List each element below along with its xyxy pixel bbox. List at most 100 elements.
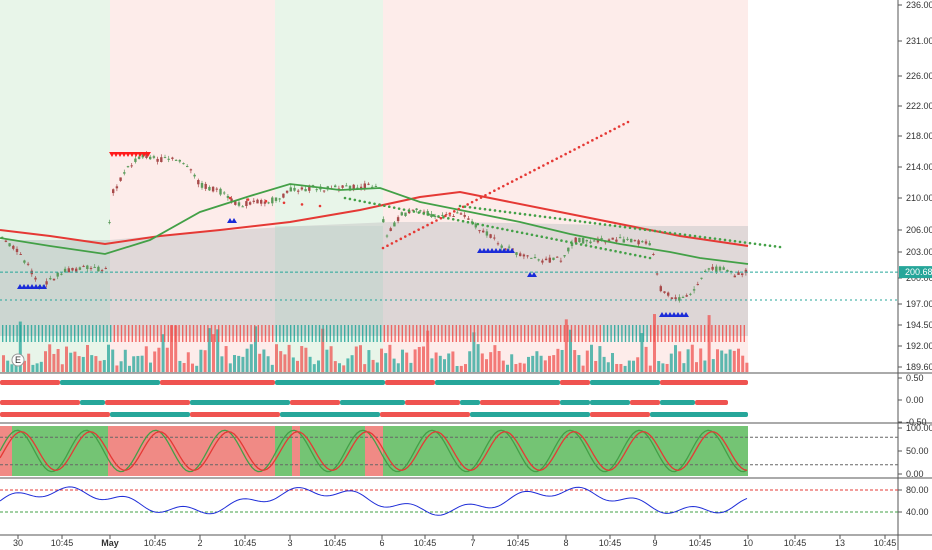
signal-tick	[700, 325, 702, 342]
volume-bar	[270, 364, 274, 372]
candles	[1, 151, 748, 303]
volume-bar	[10, 364, 14, 372]
candle-body	[478, 230, 481, 232]
projection-dot	[383, 204, 386, 208]
projection-dot	[658, 230, 662, 233]
candle-body	[71, 267, 74, 271]
candle-body	[500, 245, 503, 248]
candle-body	[704, 270, 707, 272]
buy-arrow	[663, 312, 669, 317]
candle-body	[167, 158, 170, 160]
volume-bar	[325, 349, 329, 372]
volume-bar	[417, 346, 421, 372]
signal-tick	[12, 325, 15, 342]
signal-tick	[246, 325, 249, 342]
signal-tick	[686, 325, 688, 342]
projection-dot	[427, 213, 430, 216]
signal-tick	[675, 325, 677, 342]
projection-dot	[698, 235, 702, 239]
candle-body	[633, 240, 637, 242]
candle-body	[733, 275, 736, 278]
signal-tick	[117, 325, 119, 342]
candle-body	[60, 273, 63, 275]
volume-bar	[745, 362, 749, 372]
signal-tick	[678, 325, 681, 342]
projection-dot	[535, 234, 539, 238]
candle-body	[282, 193, 285, 198]
signal-tick	[102, 325, 105, 342]
signal-tick	[315, 325, 317, 342]
candle-body	[186, 166, 189, 168]
projection-dot	[619, 250, 622, 254]
volume-bar	[107, 344, 110, 372]
projection-dot	[584, 244, 588, 247]
candle-body	[52, 278, 56, 281]
volume-bar	[585, 350, 589, 372]
projection-dot	[282, 201, 286, 205]
projection-dot	[246, 198, 250, 201]
projection-dot	[579, 243, 583, 246]
projection-dot	[560, 239, 563, 242]
volume-bar	[317, 360, 320, 372]
signal-tick	[156, 325, 159, 342]
signal-tick	[462, 325, 465, 342]
signal-tick	[351, 325, 353, 342]
candle-body	[559, 260, 563, 262]
projection-dot	[457, 207, 461, 211]
candle-body	[678, 297, 681, 301]
candle-body	[652, 254, 655, 256]
projection-dot	[442, 216, 445, 219]
price-tick-label: 194.50	[906, 320, 932, 330]
indicator-bar-segment	[630, 400, 660, 405]
signal-tick	[369, 325, 371, 342]
time-tick-label: 10:45	[414, 538, 437, 548]
volume-bar	[241, 356, 245, 372]
signal-tick	[534, 325, 537, 342]
volume-bar	[493, 345, 497, 372]
volume-bar	[405, 352, 409, 372]
projection-dot	[399, 237, 403, 241]
candle-body	[463, 214, 466, 217]
signal-tick	[470, 325, 472, 342]
volume-bar	[674, 345, 677, 372]
price-tick-label: 206.00	[906, 225, 932, 235]
signal-tick	[344, 325, 346, 342]
signal-tick	[509, 325, 511, 342]
time-tick-label: 10:45	[234, 538, 257, 548]
signal-tick	[426, 325, 429, 342]
signal-tick	[318, 325, 321, 342]
price-tick-label: 214.00	[906, 162, 932, 172]
volume-bar	[653, 314, 656, 372]
signal-tick	[74, 325, 76, 342]
candle-body	[230, 198, 233, 202]
volume-bar	[388, 344, 392, 372]
projection-dot	[506, 182, 510, 186]
signal-tick	[304, 325, 306, 342]
time-tick-label: 9	[652, 538, 657, 548]
signal-tick	[606, 325, 609, 342]
signal-tick	[286, 325, 288, 342]
candle-body	[134, 158, 137, 162]
signal-tick	[48, 325, 51, 342]
volume-bar	[233, 355, 236, 372]
candle-body	[663, 291, 666, 293]
candle-body	[515, 252, 518, 255]
candle-body	[548, 257, 551, 263]
volume-bar	[98, 360, 102, 372]
signal-tick	[527, 325, 529, 342]
candle-body	[104, 267, 107, 269]
projection-dot	[773, 245, 777, 248]
projection-dot	[538, 214, 542, 218]
signal-tick	[416, 325, 418, 342]
candle-body	[718, 266, 722, 271]
candle-body	[581, 237, 585, 244]
signal-tick	[632, 325, 634, 342]
signal-tick	[628, 325, 630, 342]
candle-body	[293, 187, 296, 191]
volume-bar	[581, 365, 585, 372]
projection-dot	[758, 243, 762, 246]
volume-bar	[35, 363, 39, 372]
indicator-bar-segment	[660, 380, 748, 385]
event-marker-circle	[11, 353, 25, 367]
projection-dot	[461, 219, 465, 223]
